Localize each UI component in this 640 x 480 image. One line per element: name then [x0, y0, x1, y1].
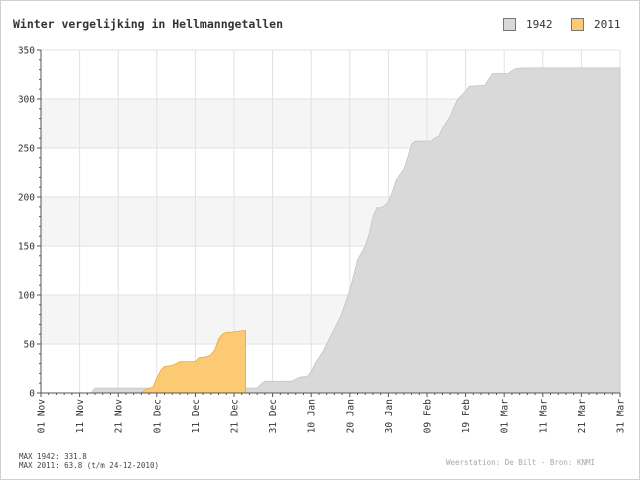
- x-tick-label: 30 Jan: [384, 399, 395, 433]
- x-tick-label: 09 Feb: [423, 399, 434, 434]
- legend-item-1942: 1942: [503, 18, 553, 31]
- x-tick-label: 01 Dec: [152, 399, 163, 433]
- x-tick-label: 21 Nov: [114, 399, 125, 434]
- y-tick-label: 250: [18, 144, 35, 155]
- legend-swatch-1942: [503, 18, 516, 31]
- footer-source: Weerstation: De Bilt - Bron: KNMI: [446, 458, 596, 467]
- series-area-2011: [41, 330, 246, 394]
- y-tick-label: 0: [29, 389, 35, 400]
- footer-max-1942: MAX 1942: 331.8: [19, 452, 87, 461]
- legend-swatch-2011: [571, 18, 584, 31]
- x-tick-label: 01 Nov: [37, 399, 48, 434]
- legend-label-1942: 1942: [526, 18, 553, 31]
- x-tick-label: 11 Mar: [538, 399, 549, 434]
- y-tick-label: 50: [24, 340, 36, 351]
- x-tick-label: 10 Jan: [307, 399, 318, 433]
- x-tick-label: 31 Mar: [616, 399, 627, 434]
- y-tick-label: 300: [18, 95, 35, 106]
- footer-max-2011: MAX 2011: 63.8 (t/m 24-12-2010): [19, 461, 159, 470]
- series-area-1942: [41, 67, 621, 394]
- y-tick-label: 100: [18, 291, 35, 302]
- x-tick-label: 19 Feb: [461, 399, 472, 434]
- x-tick-label: 11 Nov: [75, 399, 86, 434]
- y-tick-label: 150: [18, 242, 35, 253]
- legend-label-2011: 2011: [594, 18, 621, 31]
- footer-max-values: MAX 1942: 331.8 MAX 2011: 63.8 (t/m 24-1…: [19, 452, 159, 470]
- chart-title: Winter vergelijking in Hellmanngetallen: [13, 17, 284, 31]
- y-tick-label: 200: [18, 193, 35, 204]
- y-tick-label: 350: [18, 46, 35, 57]
- x-tick-label: 21 Dec: [230, 399, 241, 433]
- x-tick-label: 20 Jan: [345, 399, 356, 433]
- x-tick-label: 31 Dec: [268, 399, 279, 433]
- x-tick-label: 21 Mar: [577, 399, 588, 434]
- legend-item-2011: 2011: [571, 18, 621, 31]
- x-tick-label: 01 Mar: [500, 399, 511, 434]
- x-tick-label: 11 Dec: [191, 399, 202, 433]
